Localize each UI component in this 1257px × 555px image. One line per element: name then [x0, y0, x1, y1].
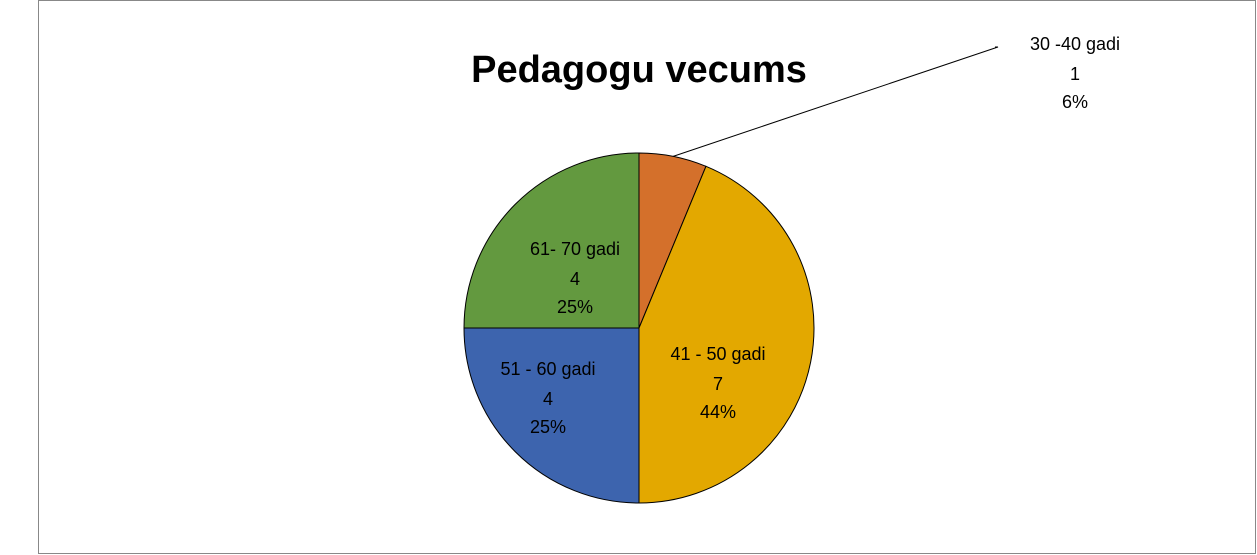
slice-label: 61- 70 gadi — [530, 239, 620, 259]
slice-label: 41 - 50 gadi — [670, 344, 765, 364]
pie-slice — [638, 165, 815, 504]
slice-percent: 25% — [530, 417, 566, 437]
slice-value: 4 — [543, 389, 553, 409]
slice-value: 1 — [1070, 64, 1080, 84]
leader-line — [672, 46, 999, 157]
slice-value: 7 — [713, 374, 723, 394]
slice-percent: 6% — [1062, 92, 1088, 112]
slice-percent: 25% — [557, 297, 593, 317]
pie-slice — [463, 327, 640, 504]
chart-title: Pedagogu vecums — [471, 49, 807, 91]
slice-percent: 44% — [700, 402, 736, 422]
slice-label: 51 - 60 gadi — [500, 359, 595, 379]
slice-label: 30 -40 gadi — [1030, 34, 1120, 54]
slice-value: 4 — [570, 269, 580, 289]
pie-slice — [463, 152, 640, 329]
